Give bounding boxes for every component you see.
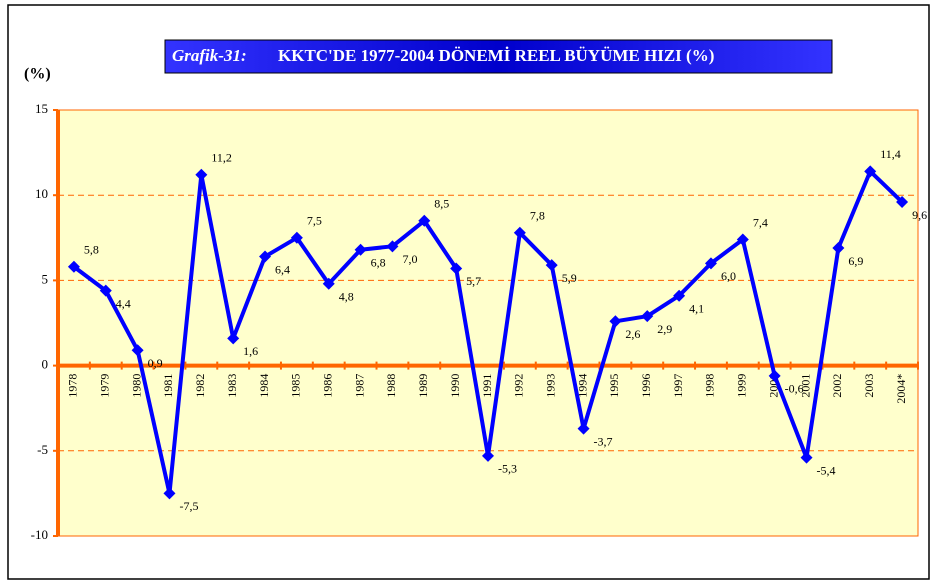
data-label: 5,7 — [466, 274, 481, 288]
data-label: 6,4 — [275, 262, 290, 276]
x-tick-label: 1991 — [480, 374, 494, 398]
x-tick-label: 1980 — [129, 374, 143, 398]
data-point — [99, 284, 112, 297]
data-label: 2,6 — [625, 327, 640, 341]
x-tick-label: 1995 — [607, 374, 621, 398]
data-point — [736, 233, 749, 246]
title-box — [164, 39, 833, 74]
data-label: 5,9 — [562, 271, 577, 285]
data-point — [259, 250, 272, 263]
data-label: -0,6 — [785, 382, 804, 396]
data-label: -5,3 — [498, 462, 517, 476]
x-tick-label: 1993 — [543, 374, 557, 398]
data-point — [354, 243, 367, 256]
data-point — [67, 260, 80, 273]
data-label: -3,7 — [594, 434, 613, 448]
x-tick-label: 1978 — [66, 374, 80, 398]
y-tick-label: 0 — [42, 357, 49, 372]
data-point — [290, 231, 303, 244]
data-point — [513, 226, 526, 239]
data-point — [227, 332, 240, 345]
x-tick-label: 1990 — [448, 374, 462, 398]
x-tick-label: 2002 — [830, 374, 844, 398]
data-point — [577, 422, 590, 435]
x-tick-label: 2004* — [894, 374, 908, 404]
data-label: 7,8 — [530, 208, 545, 222]
data-point — [800, 451, 813, 464]
data-point — [673, 289, 686, 302]
x-tick-label: 1999 — [735, 374, 749, 398]
data-point — [163, 487, 176, 500]
x-tick-label: 1994 — [575, 374, 589, 398]
x-tick-label: 1985 — [289, 374, 303, 398]
y-axis-label: (%) — [24, 66, 51, 83]
data-label: 11,4 — [880, 147, 901, 161]
data-label: 4,8 — [339, 290, 354, 304]
data-label: 4,4 — [116, 296, 131, 310]
data-point — [768, 369, 781, 382]
x-tick-label: 1987 — [352, 374, 366, 398]
data-label: 7,0 — [402, 252, 417, 266]
data-point — [450, 262, 463, 275]
x-tick-label: 1982 — [193, 374, 207, 398]
data-label: 0,9 — [148, 356, 163, 370]
x-tick-label: 2003 — [862, 374, 876, 398]
data-label: 1,6 — [243, 344, 258, 358]
data-point — [482, 449, 494, 462]
data-label: 11,2 — [211, 151, 232, 165]
x-tick-label: 2001 — [798, 374, 812, 398]
x-tick-label: 1998 — [703, 374, 717, 398]
data-point — [641, 310, 654, 323]
data-label: 6,0 — [721, 269, 736, 283]
x-tick-label: 1988 — [384, 374, 398, 398]
data-point — [322, 277, 335, 290]
data-point — [609, 315, 622, 328]
title-prefix: Grafik-31: — [172, 46, 247, 65]
x-tick-label: 1989 — [416, 374, 430, 398]
x-tick-label: 1981 — [161, 374, 175, 398]
data-label: 9,6 — [912, 208, 927, 222]
data-point — [704, 257, 717, 270]
data-point — [832, 242, 845, 255]
data-label: 2,9 — [657, 322, 672, 336]
y-tick-label: 15 — [35, 101, 48, 116]
y-tick-label: 10 — [35, 186, 48, 201]
y-tick-label: -10 — [31, 527, 48, 542]
x-tick-label: 1983 — [225, 374, 239, 398]
data-label: -7,5 — [179, 499, 198, 513]
data-label: 6,9 — [848, 254, 863, 268]
x-tick-label: 1986 — [320, 374, 334, 398]
data-point — [418, 214, 431, 227]
data-point — [896, 196, 909, 209]
data-label: 6,8 — [371, 255, 386, 269]
data-label: 8,5 — [434, 197, 449, 211]
data-point — [131, 344, 144, 357]
data-label: 7,5 — [307, 214, 322, 228]
data-label: 4,1 — [689, 301, 704, 315]
y-tick-label: 5 — [42, 271, 49, 286]
x-tick-label: 1997 — [671, 374, 685, 398]
data-point — [195, 168, 208, 181]
x-tick-label: 1984 — [257, 374, 271, 398]
data-label: 5,8 — [84, 243, 99, 257]
data-point — [545, 259, 558, 272]
x-tick-label: 1979 — [98, 374, 112, 398]
data-point — [864, 165, 877, 178]
chart-title: KKTC'DE 1977-2004 DÖNEMİ REEL BÜYÜME HIZ… — [278, 46, 714, 65]
y-tick-label: -5 — [37, 442, 48, 457]
x-tick-label: 1996 — [639, 374, 653, 398]
data-label: 7,4 — [753, 215, 768, 229]
data-label: -5,4 — [817, 463, 836, 477]
data-point — [386, 240, 399, 253]
x-tick-label: 1992 — [512, 374, 526, 398]
